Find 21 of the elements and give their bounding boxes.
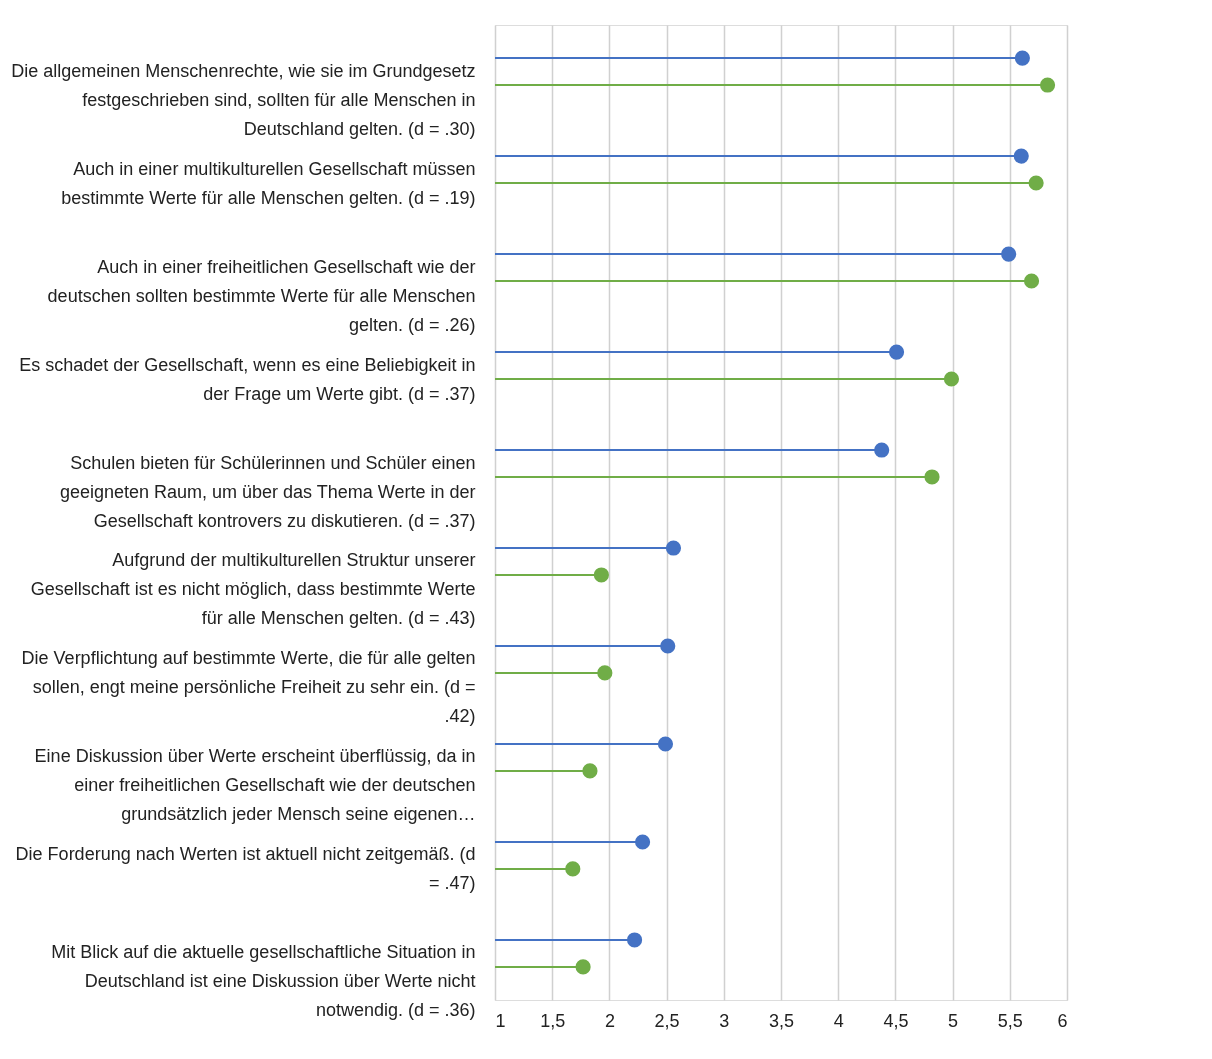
x-tick-label: 5,5 <box>997 1010 1023 1031</box>
x-tick-label: 5 <box>948 1010 959 1031</box>
y-tick-label: Auch in einer multikulturellen Gesellschaft müssen bestimmte Werte für alle Menschen gelten. (d = .19) <box>61 158 476 208</box>
x-tick-label: 1,5 <box>540 1010 566 1031</box>
x-tick-label: 6 <box>1057 1010 1068 1031</box>
y-tick-label: Aufgrund der multikulturellen Struktur unserer Gesellschaft ist es nicht möglich, dass bestimmte Werte für alle Menschen gelten. (d = .43) <box>30 550 476 629</box>
y-tick-label: Die Forderung nach Werten ist aktuell nicht zeitgemäß. (d = .47) <box>15 844 476 894</box>
y-tick-label: Auch in einer freiheitlichen Gesellschaft wie der deutschen sollten bestimmte Werte für alle Menschen gelten. (d = .26) <box>47 256 476 335</box>
y-tick-label: Eine Diskussion über Werte erscheint überflüssig, da in einer freiheitlichen Gesellschaft wie der deutschen grundsätzlich jeder Mensch seine eigenen… <box>34 746 476 825</box>
x-tick-label: 4,5 <box>883 1010 909 1031</box>
y-tick-label: Schulen bieten für Schülerinnen und Schüler einen geeigneten Raum, um über das Thema Werte in der Gesellschaft kontrovers zu diskutieren. (d = .37) <box>59 452 476 531</box>
x-tick-label: 3,5 <box>768 1010 795 1031</box>
y-tick-label: Die allgemeinen Menschenrechte, wie sie im Grundgesetz festgeschrieben sind, sollten für alle Menschen in Deutschland gelten. (d = .30) <box>11 60 476 139</box>
x-tick-label: 2 <box>604 1010 615 1031</box>
x-tick-label: 2,5 <box>654 1010 680 1031</box>
y-tick-label: Mit Blick auf die aktuelle gesellschaftliche Situation in Deutschland ist eine Diskussion über Werte nicht notwendig. (d = .36) <box>51 942 476 1021</box>
x-tick-label: 1 <box>495 1010 506 1031</box>
y-tick-label: Es schadet der Gesellschaft, wenn es eine Beliebigkeit in der Frage um Werte gibt. (d = .37) <box>19 354 476 404</box>
y-tick-label: Die Verpflichtung auf bestimmte Werte, die für alle gelten sollen, engt meine persönliche Freiheit zu sehr ein. (d = .42) <box>21 648 476 727</box>
x-tick-label: 4 <box>833 1010 844 1031</box>
x-tick-label: 3 <box>719 1010 730 1031</box>
